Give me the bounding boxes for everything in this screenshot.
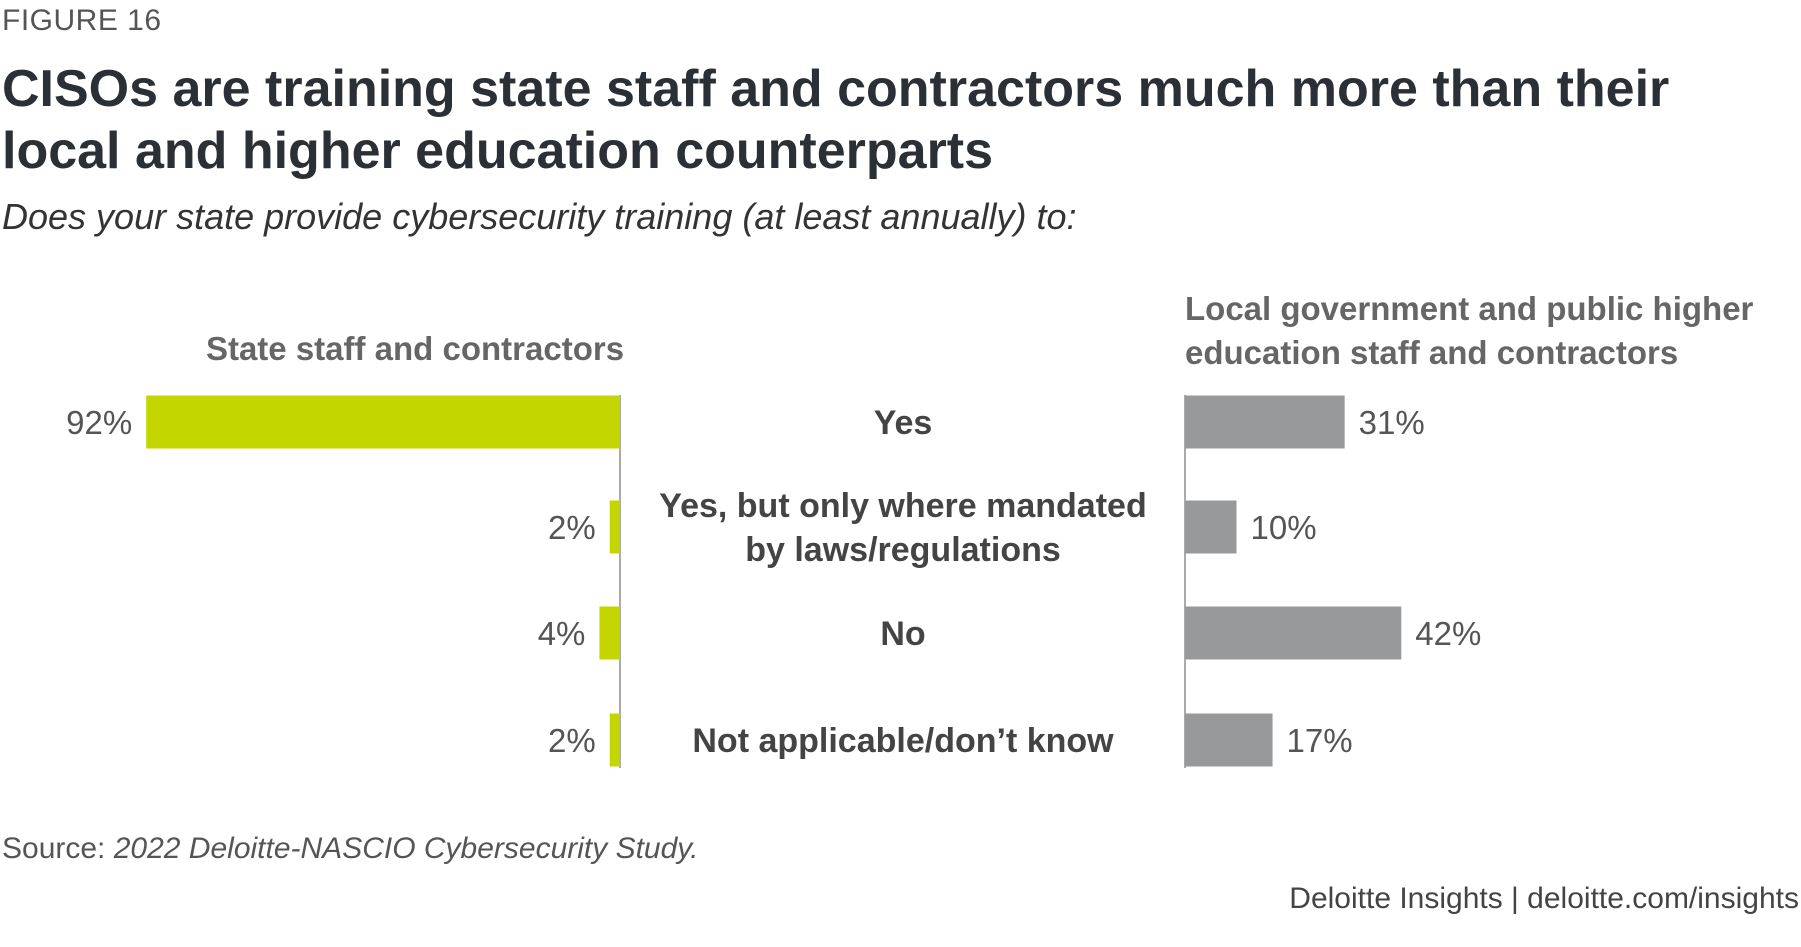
bar-state (609, 500, 620, 554)
value-label-local: 42% (1415, 615, 1481, 652)
value-label-local: 10% (1251, 509, 1317, 546)
value-label-state: 2% (548, 509, 596, 546)
bar-local (1185, 713, 1273, 767)
bar-local (1185, 500, 1237, 554)
source-prefix: Source: (2, 832, 114, 865)
bar-state (599, 606, 620, 660)
chart-title: CISOs are training state staff and contr… (2, 60, 1670, 180)
series-header-local-line: Local government and public higher (1185, 290, 1754, 327)
value-label-state: 2% (548, 722, 596, 759)
value-label-local: 17% (1287, 722, 1353, 759)
brand-footer: Deloitte Insights | deloitte.com/insight… (1289, 882, 1799, 915)
bar-chart: State staff and contractors Local governm… (66, 290, 1754, 768)
category-label: Not applicable/don’t know (692, 722, 1114, 760)
category-label: by laws/regulations (745, 531, 1061, 569)
series-header-state: State staff and contractors (206, 330, 624, 367)
category-label: Yes (874, 404, 933, 442)
bar-state (146, 395, 620, 449)
category-label: Yes, but only where mandated (659, 487, 1146, 525)
series-header-local-line: education staff and contractors (1185, 334, 1678, 371)
figure-label: FIGURE 16 (2, 4, 162, 37)
source-text: 2022 Deloitte-NASCIO Cybersecurity Study… (113, 832, 699, 865)
bar-local (1185, 606, 1402, 660)
source-note: Source: 2022 Deloitte-NASCIO Cybersecuri… (2, 832, 698, 866)
value-label-local: 31% (1359, 404, 1425, 441)
bar-local (1185, 395, 1345, 449)
value-label-state: 92% (66, 404, 132, 441)
bar-state (609, 713, 620, 767)
category-label: No (880, 615, 925, 653)
value-label-state: 4% (538, 615, 586, 652)
chart-subtitle: Does your state provide cybersecurity tr… (2, 196, 1077, 237)
